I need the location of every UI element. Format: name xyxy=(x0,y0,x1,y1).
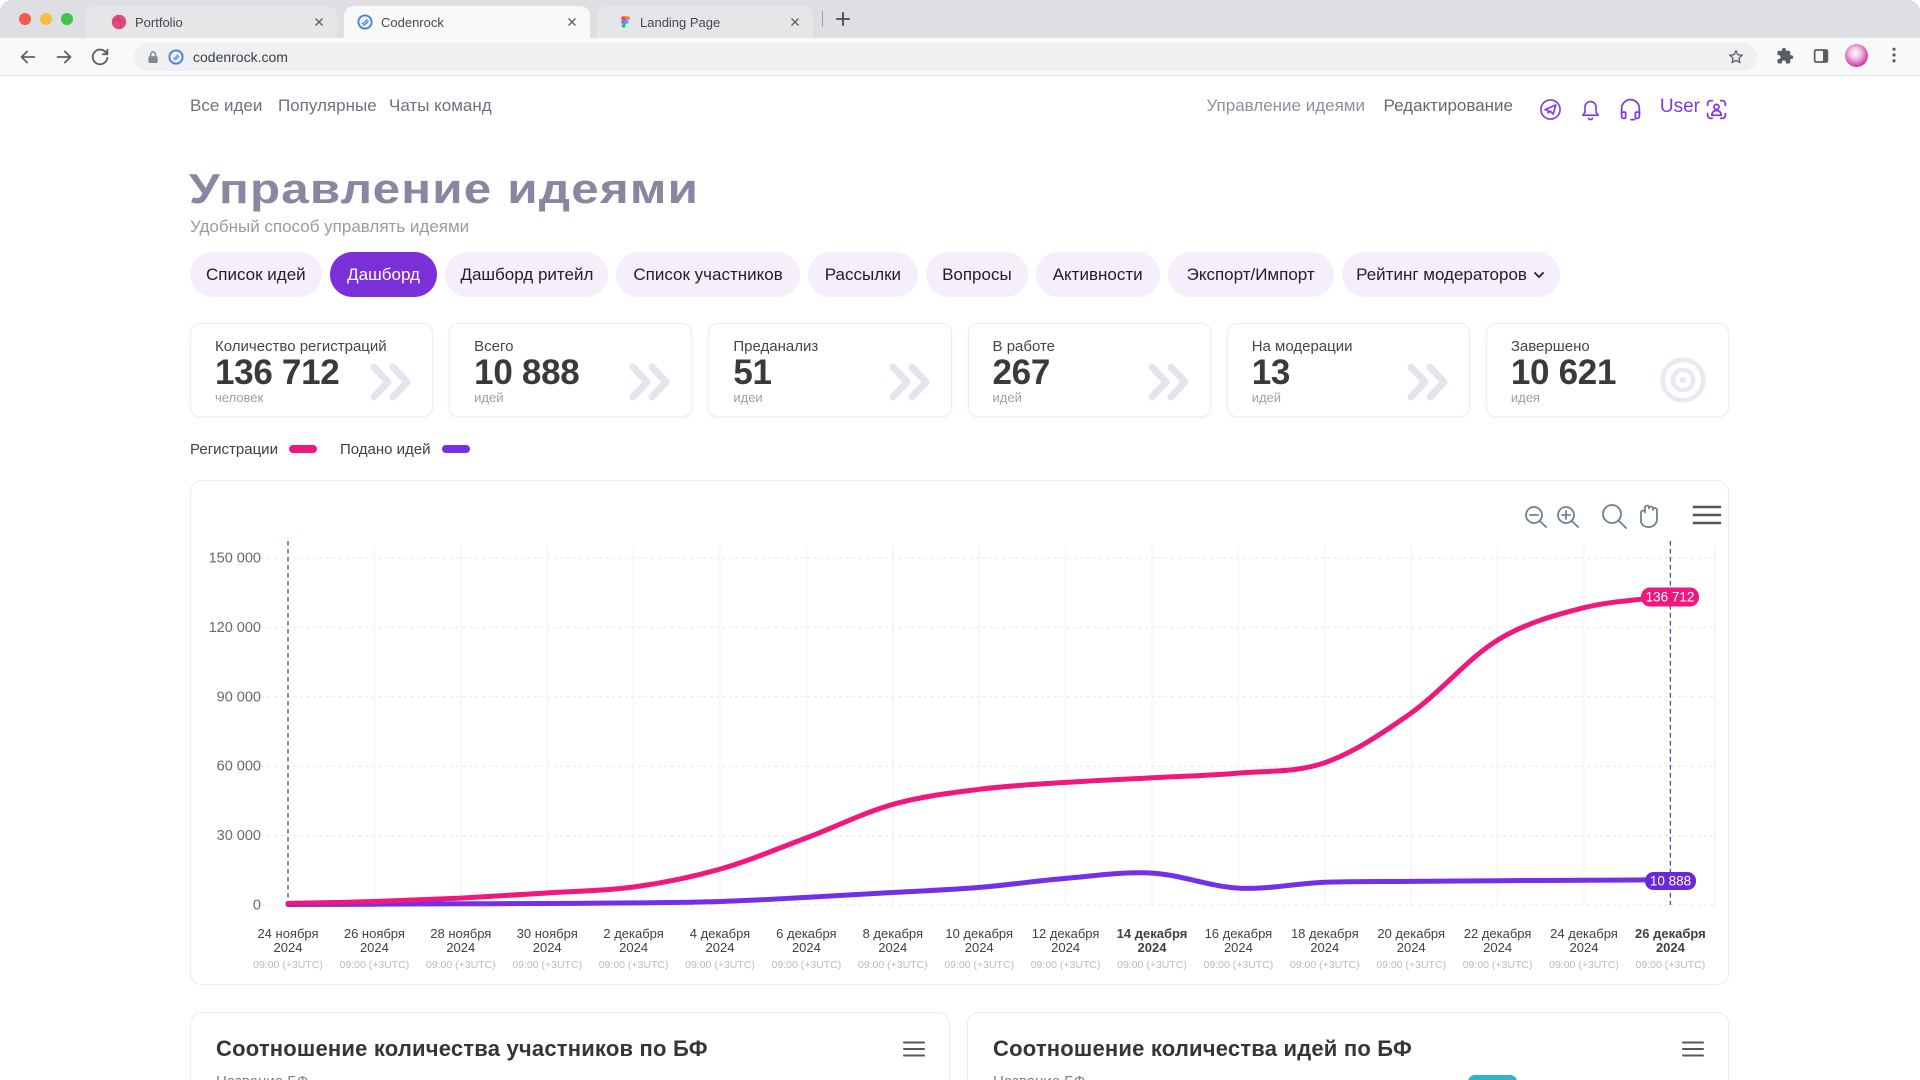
svg-text:2024: 2024 xyxy=(533,940,562,955)
svg-text:10 декабря: 10 декабря xyxy=(945,926,1013,941)
svg-text:2024: 2024 xyxy=(1224,940,1253,955)
svg-text:2024: 2024 xyxy=(619,940,648,955)
svg-text:30 ноября: 30 ноября xyxy=(517,926,578,941)
svg-text:10 888: 10 888 xyxy=(1650,874,1691,889)
svg-text:30 000: 30 000 xyxy=(217,828,261,844)
svg-text:2024: 2024 xyxy=(1483,940,1512,955)
svg-text:90 000: 90 000 xyxy=(217,689,261,705)
svg-text:150 000: 150 000 xyxy=(209,551,261,567)
svg-text:09:00 (+3UTC): 09:00 (+3UTC) xyxy=(599,959,669,971)
svg-text:2024: 2024 xyxy=(965,940,994,955)
svg-text:09:00 (+3UTC): 09:00 (+3UTC) xyxy=(685,959,755,971)
svg-text:2024: 2024 xyxy=(1397,940,1426,955)
svg-text:2024: 2024 xyxy=(1570,940,1599,955)
svg-text:09:00 (+3UTC): 09:00 (+3UTC) xyxy=(253,959,323,971)
svg-text:09:00 (+3UTC): 09:00 (+3UTC) xyxy=(340,959,410,971)
svg-text:2024: 2024 xyxy=(706,940,735,955)
svg-text:14 декабря: 14 декабря xyxy=(1117,926,1188,941)
svg-text:16 декабря: 16 декабря xyxy=(1205,926,1273,941)
svg-text:09:00 (+3UTC): 09:00 (+3UTC) xyxy=(1549,959,1619,971)
svg-text:8 декабря: 8 декабря xyxy=(863,926,923,941)
svg-text:28 ноября: 28 ноября xyxy=(430,926,491,941)
svg-text:60 000: 60 000 xyxy=(217,759,261,775)
svg-text:20 декабря: 20 декабря xyxy=(1377,926,1445,941)
svg-text:2024: 2024 xyxy=(274,940,303,955)
svg-text:09:00 (+3UTC): 09:00 (+3UTC) xyxy=(1376,959,1446,971)
svg-text:12 декабря: 12 декабря xyxy=(1032,926,1100,941)
svg-text:2024: 2024 xyxy=(878,940,907,955)
svg-text:09:00 (+3UTC): 09:00 (+3UTC) xyxy=(1463,959,1533,971)
svg-text:2024: 2024 xyxy=(1310,940,1339,955)
svg-text:2024: 2024 xyxy=(1656,940,1686,955)
svg-text:09:00 (+3UTC): 09:00 (+3UTC) xyxy=(1290,959,1360,971)
svg-text:09:00 (+3UTC): 09:00 (+3UTC) xyxy=(1204,959,1274,971)
svg-text:136 712: 136 712 xyxy=(1646,590,1695,605)
svg-text:2024: 2024 xyxy=(1051,940,1080,955)
svg-text:26 декабря: 26 декабря xyxy=(1635,926,1706,941)
svg-text:22 декабря: 22 декабря xyxy=(1464,926,1532,941)
svg-text:0: 0 xyxy=(253,898,261,914)
svg-text:09:00 (+3UTC): 09:00 (+3UTC) xyxy=(1636,959,1706,971)
svg-text:09:00 (+3UTC): 09:00 (+3UTC) xyxy=(512,959,582,971)
svg-text:2024: 2024 xyxy=(1138,940,1168,955)
svg-text:09:00 (+3UTC): 09:00 (+3UTC) xyxy=(944,959,1014,971)
svg-text:4 декабря: 4 декабря xyxy=(690,926,750,941)
svg-text:120 000: 120 000 xyxy=(209,620,261,636)
svg-text:24 ноября: 24 ноября xyxy=(257,926,318,941)
svg-text:2024: 2024 xyxy=(446,940,475,955)
svg-text:09:00 (+3UTC): 09:00 (+3UTC) xyxy=(1031,959,1101,971)
svg-text:09:00 (+3UTC): 09:00 (+3UTC) xyxy=(426,959,496,971)
svg-text:2024: 2024 xyxy=(360,940,389,955)
svg-text:09:00 (+3UTC): 09:00 (+3UTC) xyxy=(772,959,842,971)
svg-text:09:00 (+3UTC): 09:00 (+3UTC) xyxy=(858,959,928,971)
svg-text:2 декабря: 2 декабря xyxy=(603,926,663,941)
svg-text:6 декабря: 6 декабря xyxy=(776,926,836,941)
svg-text:26 ноября: 26 ноября xyxy=(344,926,405,941)
svg-text:24 декабря: 24 декабря xyxy=(1550,926,1618,941)
svg-text:18 декабря: 18 декабря xyxy=(1291,926,1359,941)
svg-text:2024: 2024 xyxy=(792,940,821,955)
svg-text:09:00 (+3UTC): 09:00 (+3UTC) xyxy=(1117,959,1187,971)
